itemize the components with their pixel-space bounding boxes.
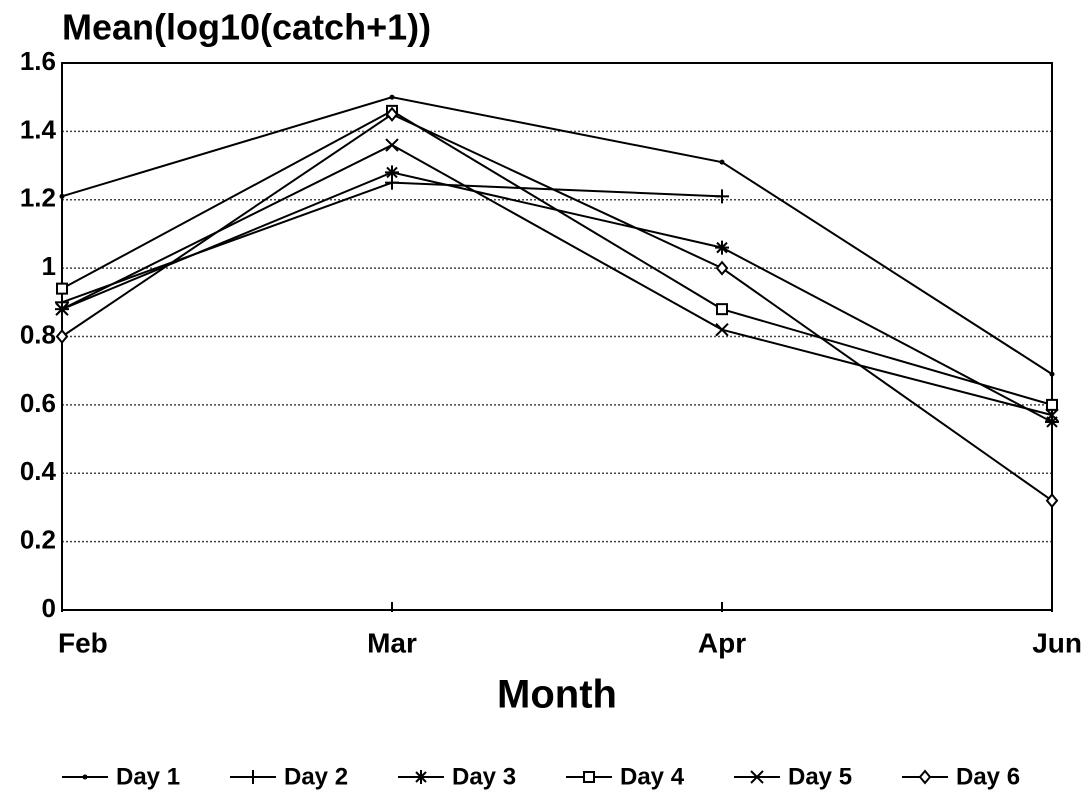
marker bbox=[715, 322, 729, 337]
series-line bbox=[61, 181, 723, 304]
marker bbox=[719, 159, 725, 165]
marker-stroke bbox=[55, 302, 69, 316]
chart-title: Mean(log10(catch+1)) bbox=[62, 7, 431, 48]
marker-dot bbox=[1049, 371, 1055, 377]
marker bbox=[82, 774, 88, 780]
series-line bbox=[61, 109, 1053, 406]
marker-stroke bbox=[385, 138, 399, 152]
y-tick-label: 0.8 bbox=[20, 319, 56, 349]
marker-square bbox=[1046, 398, 1058, 411]
legend-label: Day 5 bbox=[788, 763, 852, 790]
y-tick-label: 0.2 bbox=[20, 525, 56, 555]
y-tick-label: 0.4 bbox=[20, 456, 57, 486]
x-tick-label: Mar bbox=[367, 627, 417, 658]
marker-diamond bbox=[715, 260, 729, 276]
marker-stroke bbox=[415, 771, 427, 783]
marker bbox=[715, 240, 729, 255]
y-tick-label: 1.2 bbox=[20, 183, 56, 213]
marker bbox=[583, 771, 595, 783]
marker-square bbox=[716, 303, 728, 316]
y-tick-label: 0.6 bbox=[20, 388, 56, 418]
marker-square bbox=[56, 282, 68, 295]
marker bbox=[246, 770, 260, 784]
marker bbox=[1045, 408, 1059, 422]
marker bbox=[59, 193, 65, 199]
marker-diamond bbox=[1045, 493, 1059, 509]
marker bbox=[385, 138, 399, 152]
marker-stroke bbox=[750, 770, 764, 784]
marker bbox=[385, 165, 399, 180]
marker-dot bbox=[59, 193, 65, 199]
x-axis-label: Month bbox=[497, 673, 617, 717]
x-tick-label: Apr bbox=[698, 627, 746, 658]
legend-label: Day 6 bbox=[956, 763, 1020, 790]
y-tick-label: 1 bbox=[42, 251, 56, 281]
marker bbox=[389, 94, 395, 100]
legend-label: Day 2 bbox=[284, 763, 348, 790]
marker bbox=[385, 106, 399, 122]
legend-label: Day 1 bbox=[116, 763, 180, 790]
marker bbox=[1049, 371, 1055, 377]
marker bbox=[715, 260, 729, 276]
x-tick-label: Feb bbox=[58, 627, 108, 658]
marker-square bbox=[583, 771, 595, 783]
marker bbox=[1045, 493, 1059, 509]
marker-stroke bbox=[715, 322, 729, 337]
marker-dot bbox=[719, 159, 725, 165]
marker bbox=[716, 303, 728, 316]
y-tick-label: 0 bbox=[42, 593, 56, 623]
y-tick-label: 1.4 bbox=[20, 114, 57, 144]
series-line bbox=[61, 113, 1053, 502]
x-tick-label: Jun bbox=[1032, 627, 1082, 658]
legend-label: Day 3 bbox=[452, 763, 516, 790]
marker-diamond bbox=[385, 106, 399, 122]
marker bbox=[1045, 414, 1059, 429]
marker-dot bbox=[389, 94, 395, 100]
marker bbox=[414, 770, 428, 784]
marker-stroke bbox=[1045, 408, 1059, 422]
marker-diamond bbox=[55, 328, 69, 345]
marker-stroke bbox=[716, 241, 728, 254]
marker bbox=[55, 302, 69, 316]
marker bbox=[918, 769, 932, 785]
marker-diamond bbox=[918, 769, 932, 785]
marker-stroke bbox=[386, 166, 398, 179]
marker bbox=[56, 282, 68, 295]
series-line bbox=[61, 143, 1053, 417]
marker-dot bbox=[82, 774, 88, 780]
legend-label: Day 4 bbox=[620, 763, 685, 790]
y-tick-label: 1.6 bbox=[20, 46, 56, 76]
marker bbox=[715, 189, 729, 204]
series-line bbox=[61, 96, 1053, 375]
marker bbox=[55, 328, 69, 345]
marker bbox=[1046, 398, 1058, 411]
marker bbox=[750, 770, 764, 784]
